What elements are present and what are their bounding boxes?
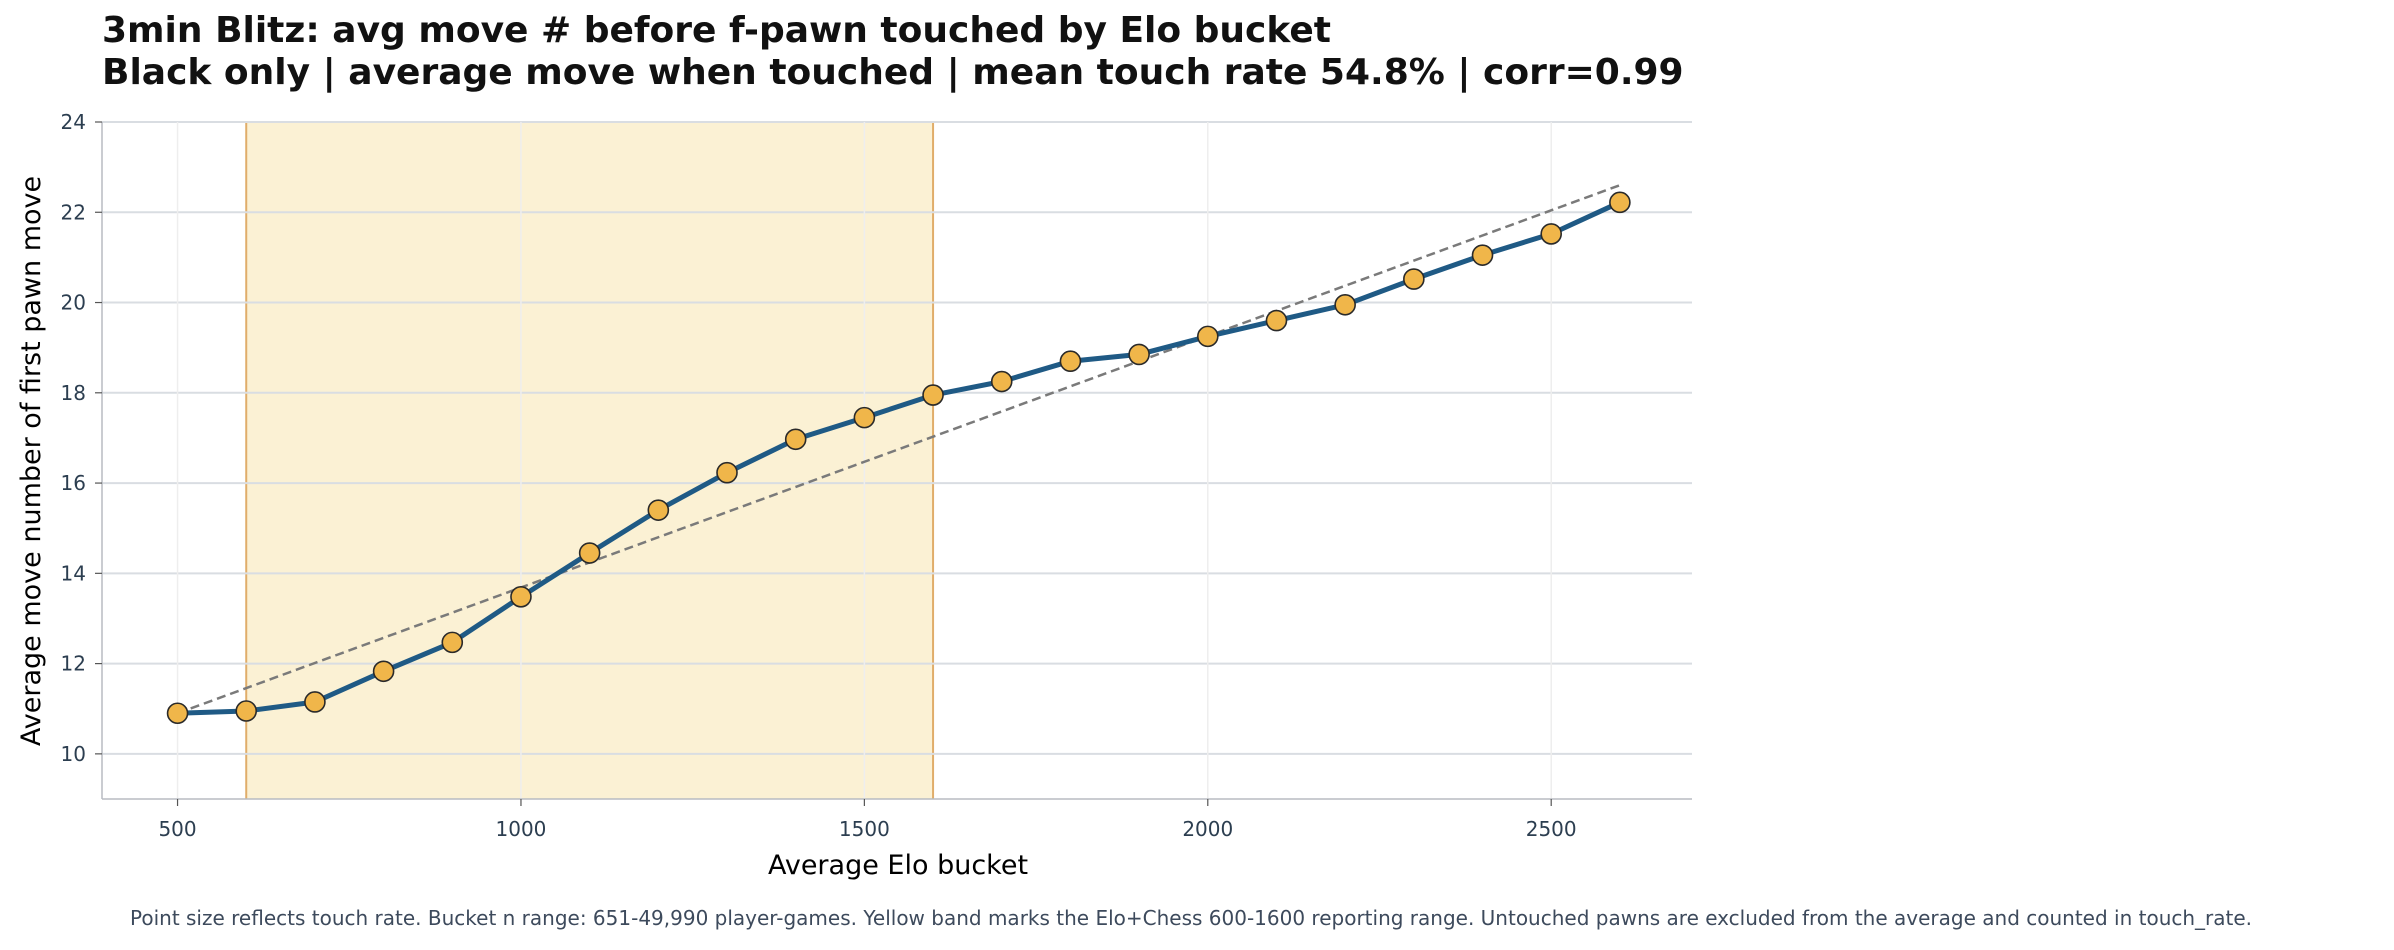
trend-line xyxy=(177,184,1621,715)
y-tick-label: 22 xyxy=(61,200,86,224)
data-point xyxy=(1265,309,1288,332)
data-point xyxy=(853,406,876,429)
x-tick-label: 1500 xyxy=(839,817,890,841)
data-point xyxy=(578,542,601,564)
y-tick-label: 10 xyxy=(61,742,86,766)
series-line xyxy=(177,200,1621,716)
y-tick-label: 24 xyxy=(61,110,86,134)
x-tick-label: 2500 xyxy=(1526,817,1577,841)
data-point xyxy=(1196,325,1219,348)
chart-title-block: 3min Blitz: avg move # before f-pawn tou… xyxy=(102,10,1684,94)
data-point xyxy=(441,631,464,654)
x-tick-label: 1000 xyxy=(496,817,547,841)
y-tick-label: 18 xyxy=(61,381,86,405)
chart-subtitle: Black only | average move when touched |… xyxy=(102,52,1684,93)
y-tick-label: 14 xyxy=(61,561,86,585)
x-axis-label: Average Elo bucket xyxy=(768,850,1028,881)
data-point xyxy=(510,586,532,608)
data-point xyxy=(990,370,1013,393)
footnote: Point size reflects touch rate. Bucket n… xyxy=(130,906,2253,930)
y-tick-label: 12 xyxy=(61,652,86,676)
data-point xyxy=(1128,343,1150,366)
data-point xyxy=(166,702,189,725)
x-tick-label: 2000 xyxy=(1182,817,1233,841)
y-axis-label: Average move number of first pawn move xyxy=(16,176,47,746)
y-tick-label: 16 xyxy=(61,471,86,495)
data-point xyxy=(1471,244,1494,266)
data-point xyxy=(716,461,738,484)
data-point xyxy=(1403,268,1425,290)
reporting-range-band xyxy=(246,122,934,799)
data-point xyxy=(1059,350,1082,373)
data-point xyxy=(304,691,326,713)
data-point xyxy=(372,660,395,683)
data-point xyxy=(1609,191,1631,214)
data-point xyxy=(647,499,670,521)
data-point xyxy=(1334,293,1356,316)
data-point xyxy=(1540,223,1563,245)
y-tick-label: 20 xyxy=(61,291,86,315)
chart-title: 3min Blitz: avg move # before f-pawn tou… xyxy=(102,10,1331,51)
data-point xyxy=(922,384,944,406)
x-tick-label: 500 xyxy=(158,817,196,841)
data-point xyxy=(235,700,258,722)
data-point xyxy=(784,428,807,451)
